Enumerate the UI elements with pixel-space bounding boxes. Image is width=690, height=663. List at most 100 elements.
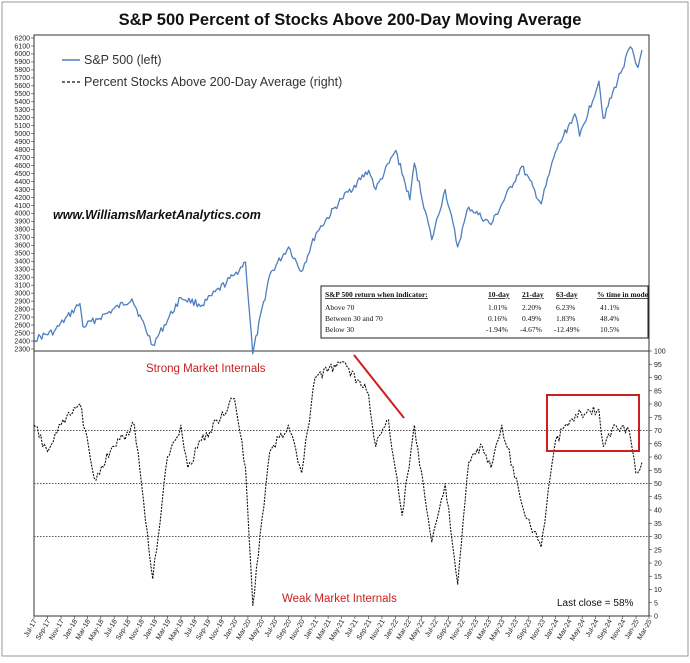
y-left-tick-label: 3200 (14, 275, 30, 282)
table-row-label: Above 70 (325, 303, 355, 312)
y-left-tick-label: 3700 (14, 235, 30, 242)
y-left-tick-label: 5100 (14, 123, 30, 130)
y-left-tick-label: 2600 (14, 322, 30, 329)
y-left-tick-label: 4600 (14, 163, 30, 170)
y-left-tick-label: 3100 (14, 283, 30, 290)
y-right-tick-label: 50 (654, 481, 662, 488)
annotation-strong-internals: Strong Market Internals (146, 363, 266, 375)
table-cell: 2.20% (522, 303, 541, 312)
table-header-21day: 21-day (522, 290, 544, 299)
y-axis-left: 2300240025002600270028002900300031003200… (14, 35, 34, 353)
y-right-tick-label: 85 (654, 388, 662, 395)
y-left-tick-label: 5700 (14, 75, 30, 82)
y-left-tick-label: 2500 (14, 330, 30, 337)
downtrend-arrow-line (353, 354, 405, 419)
table-row-label: Between 30 and 70 (325, 314, 383, 323)
y-right-tick-label: 40 (654, 508, 662, 515)
y-right-tick-label: 55 (654, 468, 662, 475)
y-right-tick-label: 60 (654, 455, 662, 462)
y-right-tick-label: 15 (654, 574, 662, 581)
table-row-label: Below 30 (325, 325, 354, 334)
reference-lines (34, 430, 649, 537)
y-left-tick-label: 6200 (14, 35, 30, 42)
y-right-tick-label: 80 (654, 402, 662, 409)
y-right-tick-label: 70 (654, 428, 662, 435)
chart-title: S&P 500 Percent of Stocks Above 200-Day … (119, 11, 582, 29)
y-left-tick-label: 6100 (14, 43, 30, 50)
y-left-tick-label: 5000 (14, 131, 30, 138)
y-left-tick-label: 5400 (14, 99, 30, 106)
table-cell: -1.94% (486, 325, 508, 334)
table-header-63day: 63-day (556, 290, 578, 299)
table-cell: 1.83% (556, 314, 575, 323)
y-left-tick-label: 5600 (14, 83, 30, 90)
table-cell: 6.23% (556, 303, 575, 312)
y-right-tick-label: 100 (654, 349, 666, 356)
consolidation-highlight-box (546, 394, 640, 452)
y-left-tick-label: 5300 (14, 107, 30, 114)
y-left-tick-label: 4800 (14, 147, 30, 154)
y-right-tick-label: 20 (654, 561, 662, 568)
y-right-tick-label: 45 (654, 494, 662, 501)
y-left-tick-label: 4900 (14, 139, 30, 146)
legend-label-percent: Percent Stocks Above 200-Day Average (ri… (84, 75, 342, 89)
table-header-label: S&P 500 return when indicator: (325, 290, 428, 299)
legend: S&P 500 (left) Percent Stocks Above 200-… (62, 53, 342, 89)
y-left-tick-label: 3600 (14, 243, 30, 250)
y-right-tick-label: 5 (654, 600, 658, 607)
table-cell: 0.49% (522, 314, 541, 323)
y-right-tick-label: 95 (654, 362, 662, 369)
table-cell: 0.16% (488, 314, 507, 323)
y-left-tick-label: 3800 (14, 227, 30, 234)
table-header-10day: 10-day (488, 290, 510, 299)
y-right-tick-label: 30 (654, 534, 662, 541)
y-left-tick-label: 2400 (14, 338, 30, 345)
y-left-tick-label: 3400 (14, 259, 30, 266)
y-left-tick-label: 3000 (14, 290, 30, 297)
table-cell: 1.01% (488, 303, 507, 312)
sp500-line (33, 46, 643, 355)
y-right-tick-label: 25 (654, 547, 662, 554)
y-left-tick-label: 4200 (14, 195, 30, 202)
y-left-tick-label: 3500 (14, 251, 30, 258)
y-left-tick-label: 5200 (14, 115, 30, 122)
y-left-tick-label: 4500 (14, 171, 30, 178)
sp500-series (33, 46, 643, 355)
y-right-tick-label: 90 (654, 375, 662, 382)
table-box (320, 285, 649, 339)
website-label: www.WilliamsMarketAnalytics.com (53, 208, 261, 222)
y-left-tick-label: 2300 (14, 346, 30, 353)
y-axis-right: 0 5 10 15 20 25 30 35 40 45 50 55 60 65 70 75 80 85 90 95 10… (649, 349, 666, 621)
percent-above-200d-series (33, 361, 643, 606)
y-left-tick-label: 3300 (14, 267, 30, 274)
y-left-tick-label: 4000 (14, 211, 30, 218)
y-right-tick-label: 65 (654, 441, 662, 448)
percent-above-200d-line (33, 361, 643, 606)
y-left-tick-label: 2700 (14, 314, 30, 321)
last-close-label: Last close = 58% (557, 598, 634, 609)
y-left-tick-label: 5900 (14, 59, 30, 66)
table-cell: 10.5% (600, 325, 619, 334)
y-right-tick-label: 75 (654, 415, 662, 422)
table-cell: 48.4% (600, 314, 619, 323)
annotation-weak-internals: Weak Market Internals (282, 593, 397, 605)
y-left-tick-label: 2900 (14, 298, 30, 305)
y-left-tick-label: 4300 (14, 187, 30, 194)
table-header-time: % time in mode (597, 290, 649, 299)
y-left-tick-label: 2800 (14, 306, 30, 313)
y-left-tick-label: 4400 (14, 179, 30, 186)
y-left-tick-label: 4100 (14, 203, 30, 210)
y-left-tick-label: 5800 (14, 67, 30, 74)
returns-table: S&P 500 return when indicator: 10-day 21… (320, 285, 649, 339)
y-right-tick-label: 10 (654, 587, 662, 594)
y-left-tick-label: 6000 (14, 51, 30, 58)
y-left-tick-label: 5500 (14, 91, 30, 98)
table-cell: -12.49% (554, 325, 580, 334)
y-left-tick-label: 4700 (14, 155, 30, 162)
table-cell: -4.67% (520, 325, 542, 334)
y-right-tick-label: 35 (654, 521, 662, 528)
legend-label-sp500: S&P 500 (left) (84, 53, 162, 67)
table-cell: 41.1% (600, 303, 619, 312)
